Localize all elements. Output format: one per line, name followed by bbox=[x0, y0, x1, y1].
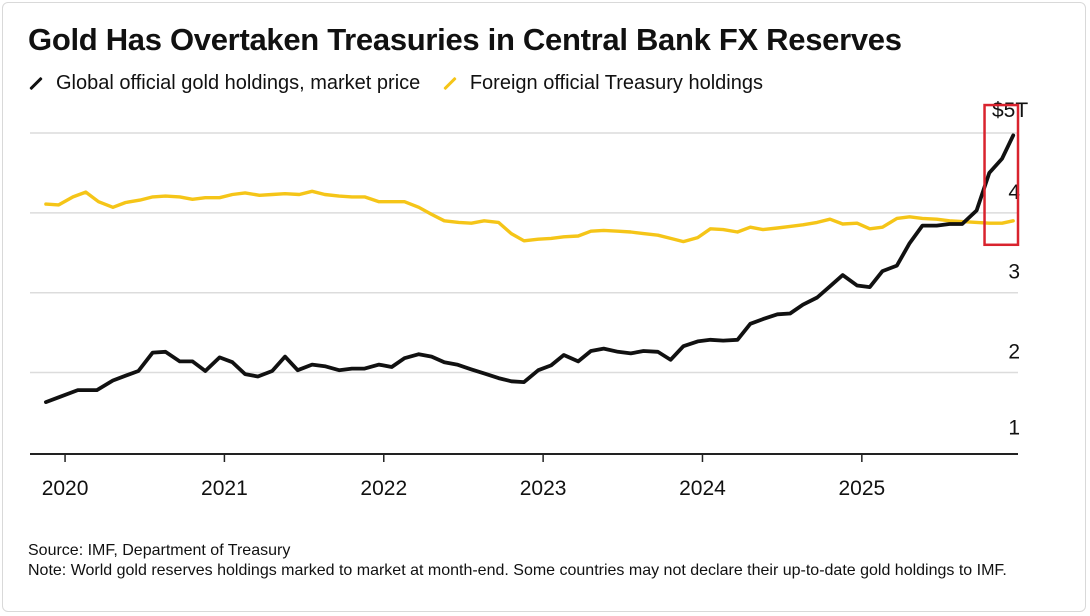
highlight-box bbox=[983, 103, 1020, 247]
note-text: Note: World gold reserves holdings marke… bbox=[28, 562, 1007, 579]
highlight-box-group bbox=[983, 103, 1020, 247]
legend-item-treasury: Foreign official Treasury holdings bbox=[442, 72, 763, 95]
source-text: Source: IMF, Department of Treasury bbox=[28, 542, 291, 559]
x-axis bbox=[30, 453, 1018, 462]
legend-item-gold: Global official gold holdings, market pr… bbox=[28, 72, 420, 95]
gridlines bbox=[30, 132, 1018, 374]
footnote: Source: IMF, Department of Treasury Note… bbox=[28, 541, 1028, 581]
y-tick-label-2: 2 bbox=[1008, 341, 1020, 364]
x-tick-label-2025: 2025 bbox=[838, 477, 885, 500]
y-tick-label-1: 1 bbox=[1008, 416, 1020, 439]
legend: Global official gold holdings, market pr… bbox=[28, 68, 779, 95]
series-lines bbox=[44, 133, 1016, 404]
chart-title: Gold Has Overtaken Treasuries in Central… bbox=[28, 22, 902, 57]
x-tick-labels: 2020 2021 2022 2023 2024 2025 bbox=[42, 477, 885, 500]
series-line-treasury-holdings bbox=[44, 189, 1015, 244]
x-tick-label-2023: 2023 bbox=[520, 477, 567, 500]
legend-label-gold: Global official gold holdings, market pr… bbox=[56, 72, 421, 94]
legend-label-treasury: Foreign official Treasury holdings bbox=[469, 72, 763, 94]
x-tick-label-2022: 2022 bbox=[360, 477, 407, 500]
y-tick-label-3: 3 bbox=[1008, 261, 1020, 284]
x-tick-label-2021: 2021 bbox=[201, 477, 248, 500]
series-line-gold-holdings bbox=[44, 133, 1016, 404]
x-tick-label-2020: 2020 bbox=[42, 477, 89, 500]
x-tick-label-2024: 2024 bbox=[679, 477, 726, 500]
